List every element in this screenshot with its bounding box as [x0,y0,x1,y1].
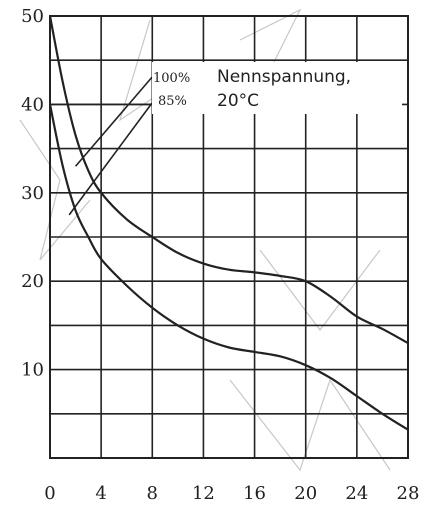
y-tick-label: 30 [21,183,44,204]
annotation-backdrop [152,62,402,114]
series-label-85: 85% [158,94,187,109]
plot-frame [49,15,409,459]
x-tick-label: 0 [44,483,55,504]
y-tick-label: 50 [21,6,44,27]
leader-line-100 [74,75,154,167]
annotation-line1: Nennspannung, [217,67,351,87]
x-tick-label: 8 [147,483,158,504]
x-tick-label: 4 [95,483,106,504]
x-tick-label: 28 [397,483,420,504]
leader-line-85 [68,98,156,216]
y-tick-label: 10 [21,360,44,381]
y-tick-label: 20 [21,271,44,292]
x-axis-ticks: 0 4 8 12 16 20 24 28 [44,483,419,504]
series-line-85 [48,104,409,431]
annotation-leaders [50,75,157,216]
x-tick-label: 16 [243,483,266,504]
series-label-100: 100% [153,71,190,86]
x-tick-label: 24 [345,483,368,504]
y-axis-ticks: 10 20 30 40 50 [21,6,44,381]
annotation-line2: 20°C [217,91,259,111]
x-tick-label: 20 [294,483,317,504]
y-tick-label: 40 [21,94,44,115]
x-tick-label: 12 [192,483,215,504]
